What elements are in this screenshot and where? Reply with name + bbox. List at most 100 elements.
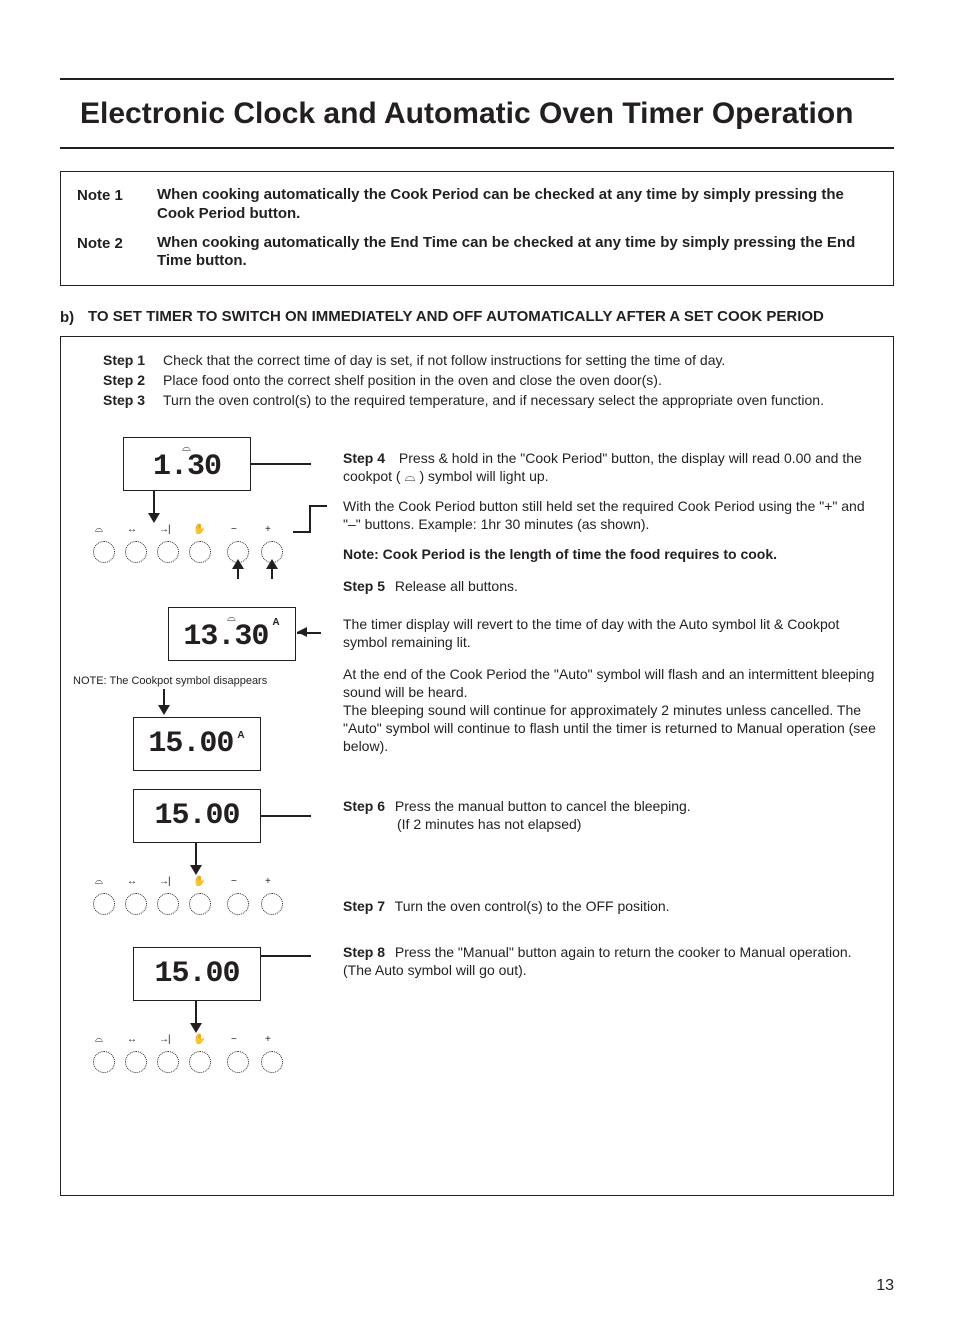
step-2-text: Place food onto the correct shelf positi… <box>163 371 881 389</box>
arrow-lcd5-line <box>195 1001 197 1025</box>
conn-step4b-h2 <box>309 505 327 507</box>
btn-plus-icon-3: + <box>265 1033 270 1046</box>
lcd-display-1: ⌓ 1.30 <box>123 437 251 491</box>
step-8-text: Press the "Manual" button again to retur… <box>343 944 852 978</box>
conn-step4b-v <box>309 505 311 533</box>
notes-box: Note 1 When cooking automatically the Co… <box>60 171 894 286</box>
lcd-display-3: 15.00 A <box>133 717 261 771</box>
cookpot-note: NOTE: The Cookpot symbol disappears <box>73 675 267 687</box>
btn-cookperiod-icon-2: ↔ <box>127 875 136 888</box>
btn-cookperiod-2 <box>125 893 147 915</box>
btn-endtime-icon-2: →| <box>159 875 170 888</box>
btn-manual-3 <box>189 1051 211 1073</box>
arrow-lcd1-line <box>153 491 155 515</box>
section-b-header: b) TO SET TIMER TO SWITCH ON IMMEDIATELY… <box>60 308 894 328</box>
page-title: Electronic Clock and Automatic Oven Time… <box>80 94 894 133</box>
btn-minus-3 <box>227 1051 249 1073</box>
step-6-label: Step 6 <box>343 798 385 814</box>
conn-step6 <box>261 815 311 817</box>
step-7-block: Step 7 Turn the oven control(s) to the O… <box>343 897 881 915</box>
btn-minute-icon-2: ⌓ <box>95 875 102 888</box>
step-4b-text: With the Cook Period button still held s… <box>343 497 881 533</box>
btn-minus-icon-2: − <box>231 875 236 888</box>
conn-step4 <box>251 463 311 465</box>
arrow-plus-head <box>266 559 278 569</box>
step-2-label: Step 2 <box>103 371 163 389</box>
note-1-label: Note 1 <box>77 186 157 224</box>
cookpot-arrow-head <box>158 705 170 715</box>
step-4-block: Step 4 Press & hold in the "Cook Period"… <box>343 449 881 485</box>
btn-minus-icon: − <box>231 523 236 536</box>
lcd-3-value: 15.00 <box>148 725 233 764</box>
btn-plus-icon-2: + <box>265 875 270 888</box>
btn-endtime-3 <box>157 1051 179 1073</box>
title-underline <box>60 147 894 149</box>
step-7-label: Step 7 <box>343 898 385 914</box>
step-1: Step 1 Check that the correct time of da… <box>103 351 881 369</box>
btn-cookperiod-3 <box>125 1051 147 1073</box>
note-2-row: Note 2 When cooking automatically the En… <box>77 234 877 272</box>
btn-minus-2 <box>227 893 249 915</box>
procedure-box: Step 1 Check that the correct time of da… <box>60 336 894 1197</box>
btn-endtime-icon-3: →| <box>159 1033 170 1046</box>
auto-a-3: A <box>237 729 245 742</box>
step-4-text: Press & hold in the "Cook Period" button… <box>343 450 862 484</box>
step-8-label: Step 8 <box>343 944 385 960</box>
btn-manual-icon-3: ✋ <box>193 1033 204 1046</box>
step-3-text: Turn the oven control(s) to the required… <box>163 391 881 409</box>
step-4-note: Note: Cook Period is the length of time … <box>343 545 881 563</box>
btn-cookperiod-icon-3: ↔ <box>127 1033 136 1046</box>
btn-minute-2 <box>93 893 115 915</box>
btn-endtime-2 <box>157 893 179 915</box>
lcd-4-value: 15.00 <box>154 797 239 836</box>
step-6-block: Step 6 Press the manual button to cancel… <box>343 797 881 833</box>
step-6-text: Press the manual button to cancel the bl… <box>395 798 691 814</box>
lcd-display-2: ⌓ 13.30 A <box>168 607 296 661</box>
btn-cookperiod <box>125 541 147 563</box>
cookpot-icon: ⌓ <box>182 442 192 456</box>
section-b-marker: b) <box>60 308 88 328</box>
btn-endtime <box>157 541 179 563</box>
btn-manual-icon-2: ✋ <box>193 875 204 888</box>
step-8-block: Step 8 Press the "Manual" button again t… <box>343 943 881 979</box>
btn-endtime-icon: →| <box>159 523 170 536</box>
btn-minus-icon-3: − <box>231 1033 236 1046</box>
step-6b-text: (If 2 minutes has not elapsed) <box>397 816 581 832</box>
note-2-label: Note 2 <box>77 234 157 272</box>
step-5d-text: The bleeping sound will continue for app… <box>343 701 881 756</box>
step-5-block: Step 5 Release all buttons. <box>343 577 881 595</box>
arrow-minus-head <box>232 559 244 569</box>
section-b-title: TO SET TIMER TO SWITCH ON IMMEDIATELY AN… <box>88 308 824 328</box>
page-number: 13 <box>60 1276 894 1297</box>
btn-manual-2 <box>189 893 211 915</box>
arrow-lcd4-head <box>190 865 202 875</box>
step-5b-text: The timer display will revert to the tim… <box>343 615 881 651</box>
btn-plus-3 <box>261 1051 283 1073</box>
arrow-lcd1-head <box>148 513 160 523</box>
top-rule <box>60 78 894 80</box>
diagram-area: ⌓ 1.30 ⌓ ↔ →| ✋ − + <box>73 437 881 1177</box>
btn-manual-icon: ✋ <box>193 523 204 536</box>
step-5-text: Release all buttons. <box>395 578 518 594</box>
button-row-2: ⌓ ↔ →| ✋ − + <box>93 875 293 919</box>
conn-step8 <box>261 955 311 957</box>
note-1-row: Note 1 When cooking automatically the Co… <box>77 186 877 224</box>
btn-manual <box>189 541 211 563</box>
lcd-5-value: 15.00 <box>154 955 239 994</box>
btn-minute <box>93 541 115 563</box>
btn-minute-3 <box>93 1051 115 1073</box>
step-5-label: Step 5 <box>343 578 385 594</box>
note-1-text: When cooking automatically the Cook Peri… <box>157 186 877 224</box>
arrow-lcd4-line <box>195 843 197 867</box>
step-3: Step 3 Turn the oven control(s) to the r… <box>103 391 881 409</box>
step-5c-text: At the end of the Cook Period the "Auto"… <box>343 665 881 701</box>
step-7-text: Turn the oven control(s) to the OFF posi… <box>395 898 670 914</box>
btn-minute-icon: ⌓ <box>95 523 102 536</box>
btn-minute-icon-3: ⌓ <box>95 1033 102 1046</box>
step-3-label: Step 3 <box>103 391 163 409</box>
lcd-display-5: 15.00 <box>133 947 261 1001</box>
conn-lcd2-head <box>297 627 307 637</box>
step-1-label: Step 1 <box>103 351 163 369</box>
step-2: Step 2 Place food onto the correct shelf… <box>103 371 881 389</box>
btn-plus-icon: + <box>265 523 270 536</box>
